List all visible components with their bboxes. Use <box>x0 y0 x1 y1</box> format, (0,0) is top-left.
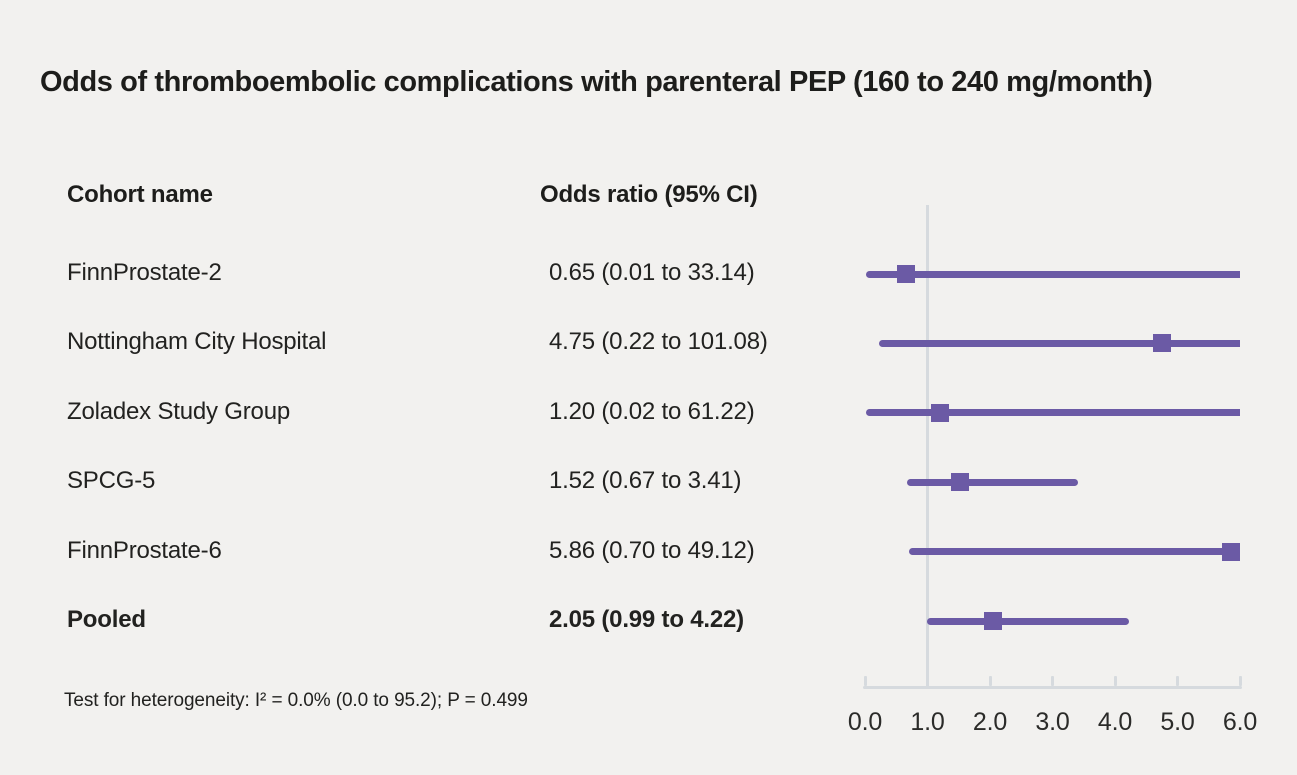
confidence-interval-line <box>908 548 1240 556</box>
x-axis-tick-label: 0.0 <box>847 708 883 736</box>
odds-ratio-marker <box>984 612 1003 630</box>
odds-ratio-value: 1.20 (0.02 to 61.22) <box>549 397 755 425</box>
odds-ratio-value: 0.65 (0.01 to 33.14) <box>549 259 755 286</box>
x-axis-tick-label: 5.0 <box>1160 708 1195 736</box>
cohort-name: Nottingham City Hospital <box>67 328 327 356</box>
odds-ratio-value: 1.52 (0.67 to 3.41) <box>549 467 742 495</box>
x-axis-tick <box>1051 676 1054 686</box>
x-axis-tick-label: 2.0 <box>972 708 1008 736</box>
x-axis-tick-label: 1.0 <box>910 708 945 736</box>
odds-ratio-marker <box>931 403 949 422</box>
x-axis-tick <box>1238 676 1242 686</box>
column-header-cohort-name: Cohort name <box>67 181 213 208</box>
confidence-interval-line <box>906 478 1079 486</box>
odds-ratio-value: 2.05 (0.99 to 4.22) <box>549 606 744 633</box>
confidence-interval-line <box>926 617 1129 625</box>
cohort-name: FinnProstate-6 <box>67 536 222 564</box>
confidence-interval-line <box>878 339 1240 347</box>
x-axis-tick-label: 3.0 <box>1035 708 1070 736</box>
confidence-interval-line <box>866 409 1240 417</box>
x-axis-line <box>863 686 1242 689</box>
odds-ratio-marker <box>1222 542 1241 561</box>
x-axis-tick <box>988 676 992 686</box>
heterogeneity-note: Test for heterogeneity: I² = 0.0% (0.0 t… <box>64 690 528 711</box>
x-axis-tick <box>926 676 929 686</box>
reference-line-or-1 <box>926 205 929 688</box>
cohort-name: FinnProstate-2 <box>67 259 222 286</box>
odds-ratio-marker <box>896 265 915 283</box>
cohort-name: Pooled <box>67 606 146 633</box>
cohort-name: SPCG-5 <box>67 467 156 495</box>
column-header-odds-ratio: Odds ratio (95% CI) <box>540 181 758 208</box>
x-axis-tick <box>1176 676 1179 686</box>
confidence-interval-line <box>865 270 1240 278</box>
odds-ratio-marker <box>951 473 969 492</box>
odds-ratio-value: 4.75 (0.22 to 101.08) <box>549 328 768 356</box>
x-axis-tick <box>863 676 867 686</box>
x-axis-tick <box>1113 676 1117 686</box>
cohort-name: Zoladex Study Group <box>67 397 290 425</box>
x-axis-tick-label: 4.0 <box>1097 708 1133 736</box>
x-axis-tick-label: 6.0 <box>1222 708 1258 736</box>
page-title: Odds of thromboembolic complications wit… <box>40 66 1153 98</box>
odds-ratio-marker <box>1152 334 1171 353</box>
odds-ratio-value: 5.86 (0.70 to 49.12) <box>549 536 755 564</box>
